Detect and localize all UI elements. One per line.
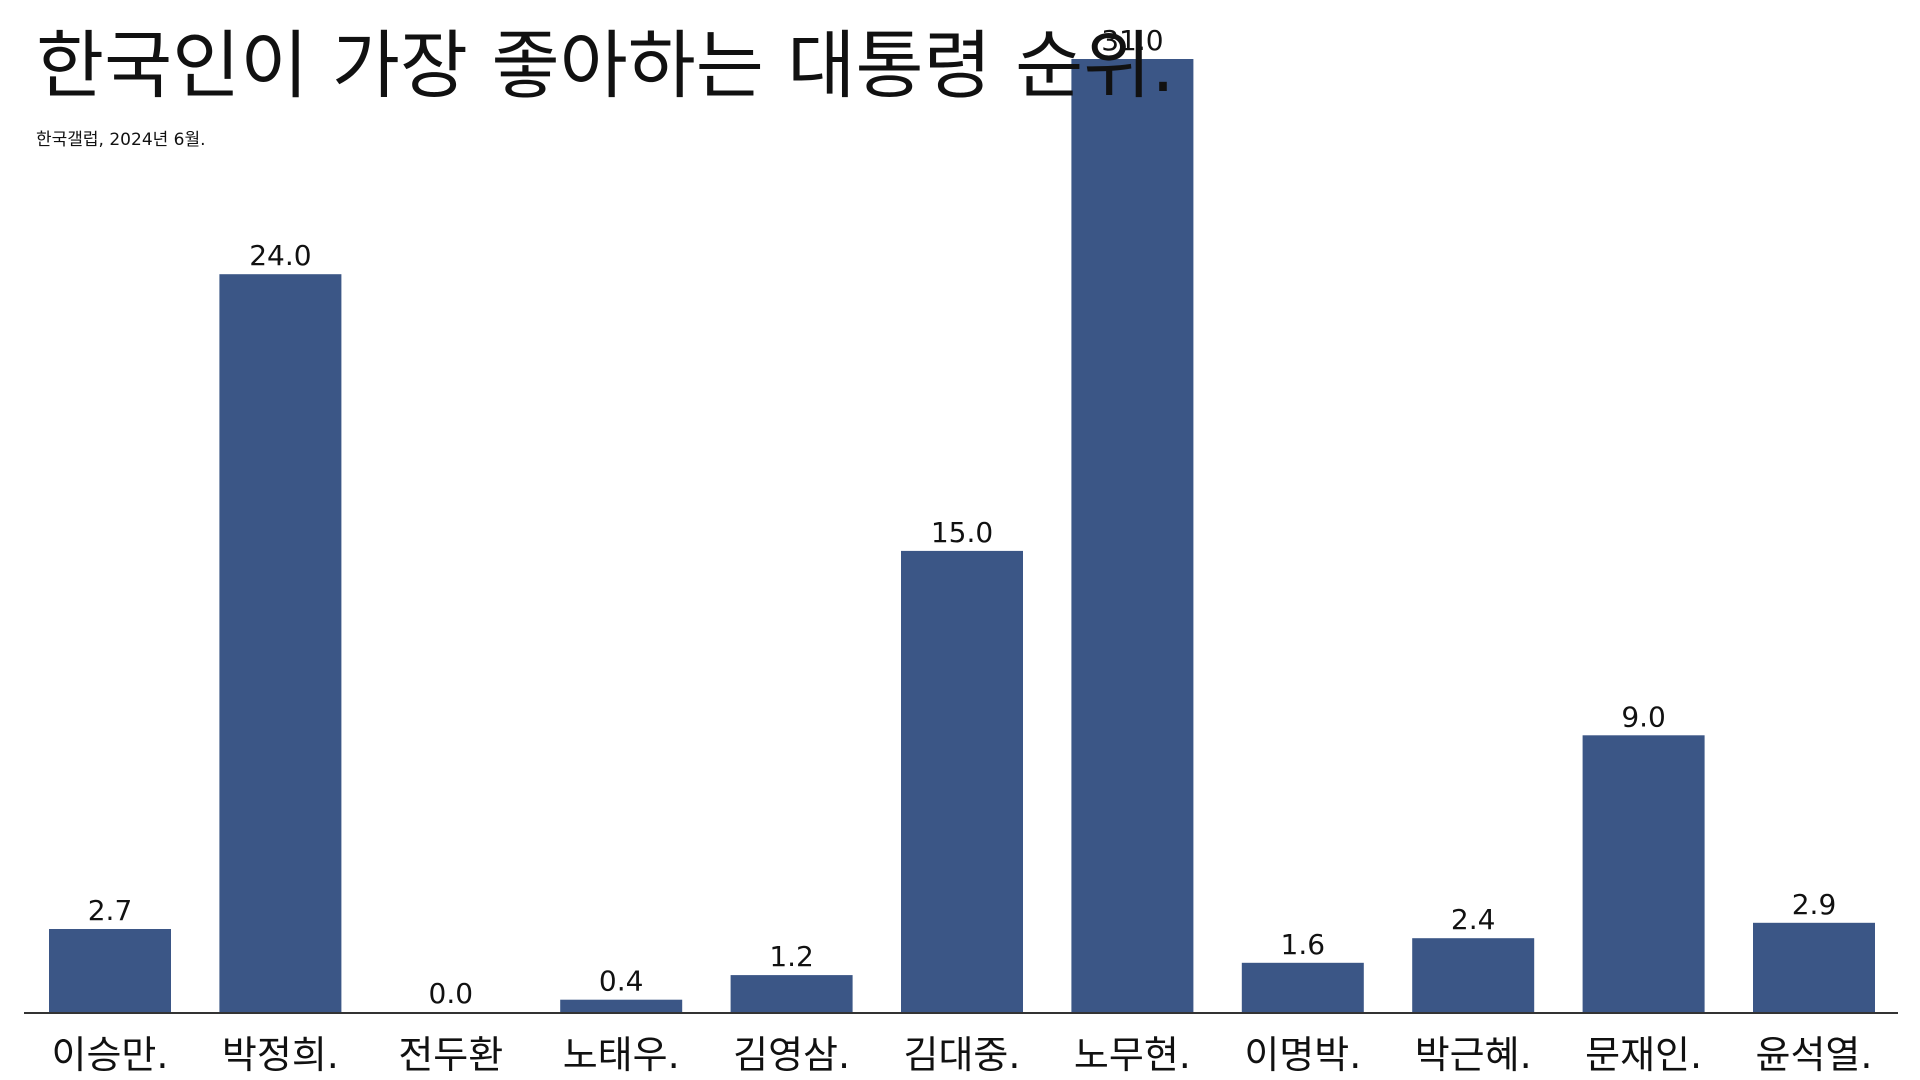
category-label-8: 이명박.	[1244, 1033, 1361, 1077]
value-label-1: 2.7	[88, 894, 133, 927]
value-label-10: 9.0	[1621, 700, 1666, 733]
bar-7	[1071, 59, 1194, 1012]
category-label-5: 김영삼.	[733, 1033, 850, 1077]
value-label-8: 1.6	[1281, 928, 1326, 961]
category-label-6: 김대중.	[904, 1033, 1021, 1077]
chart-title: 한국인이 가장 좋아하는 대통령 순위.	[36, 23, 1175, 109]
value-label-7: 31.0	[1101, 24, 1163, 57]
value-label-2: 24.0	[249, 239, 311, 272]
bar-4	[560, 999, 683, 1012]
bar-9	[1412, 938, 1535, 1012]
bar-6	[901, 550, 1023, 1012]
bar-2	[219, 274, 342, 1012]
value-label-9: 2.4	[1451, 903, 1496, 936]
value-labels-group: 2.7 24.0 0.0 0.4 1.2 15.0 31.0 1.6 2.4 9.0 2.9	[88, 24, 1837, 1010]
value-label-11: 2.9	[1792, 888, 1837, 921]
category-labels-group: 이승만. 박정희. 전두환 노태우. 김영삼. 김대중. 노무현. 이명박. 박근혜. 문재인. 윤…	[52, 1033, 1873, 1077]
value-label-3: 0.0	[429, 977, 474, 1010]
bar-11	[1753, 922, 1875, 1012]
category-label-9: 박근혜.	[1415, 1033, 1532, 1077]
bar-8	[1241, 962, 1364, 1012]
category-label-7: 노무현.	[1074, 1033, 1191, 1077]
bar-5	[730, 975, 853, 1012]
chart-subtitle: 한국갤럽, 2024년 6월.	[36, 130, 206, 150]
bar-10	[1582, 735, 1705, 1012]
value-label-6: 15.0	[931, 516, 993, 549]
category-label-11: 윤석열.	[1756, 1033, 1873, 1077]
bar-1	[49, 929, 171, 1012]
value-label-4: 0.4	[599, 965, 644, 998]
category-label-10: 문재인.	[1585, 1033, 1702, 1077]
category-label-2: 박정희.	[222, 1033, 339, 1077]
category-label-1: 이승만.	[52, 1033, 169, 1077]
category-label-4: 노태우.	[563, 1033, 680, 1077]
value-label-5: 1.2	[769, 940, 814, 973]
category-label-3: 전두환	[398, 1033, 503, 1077]
bars-group	[49, 59, 1875, 1012]
